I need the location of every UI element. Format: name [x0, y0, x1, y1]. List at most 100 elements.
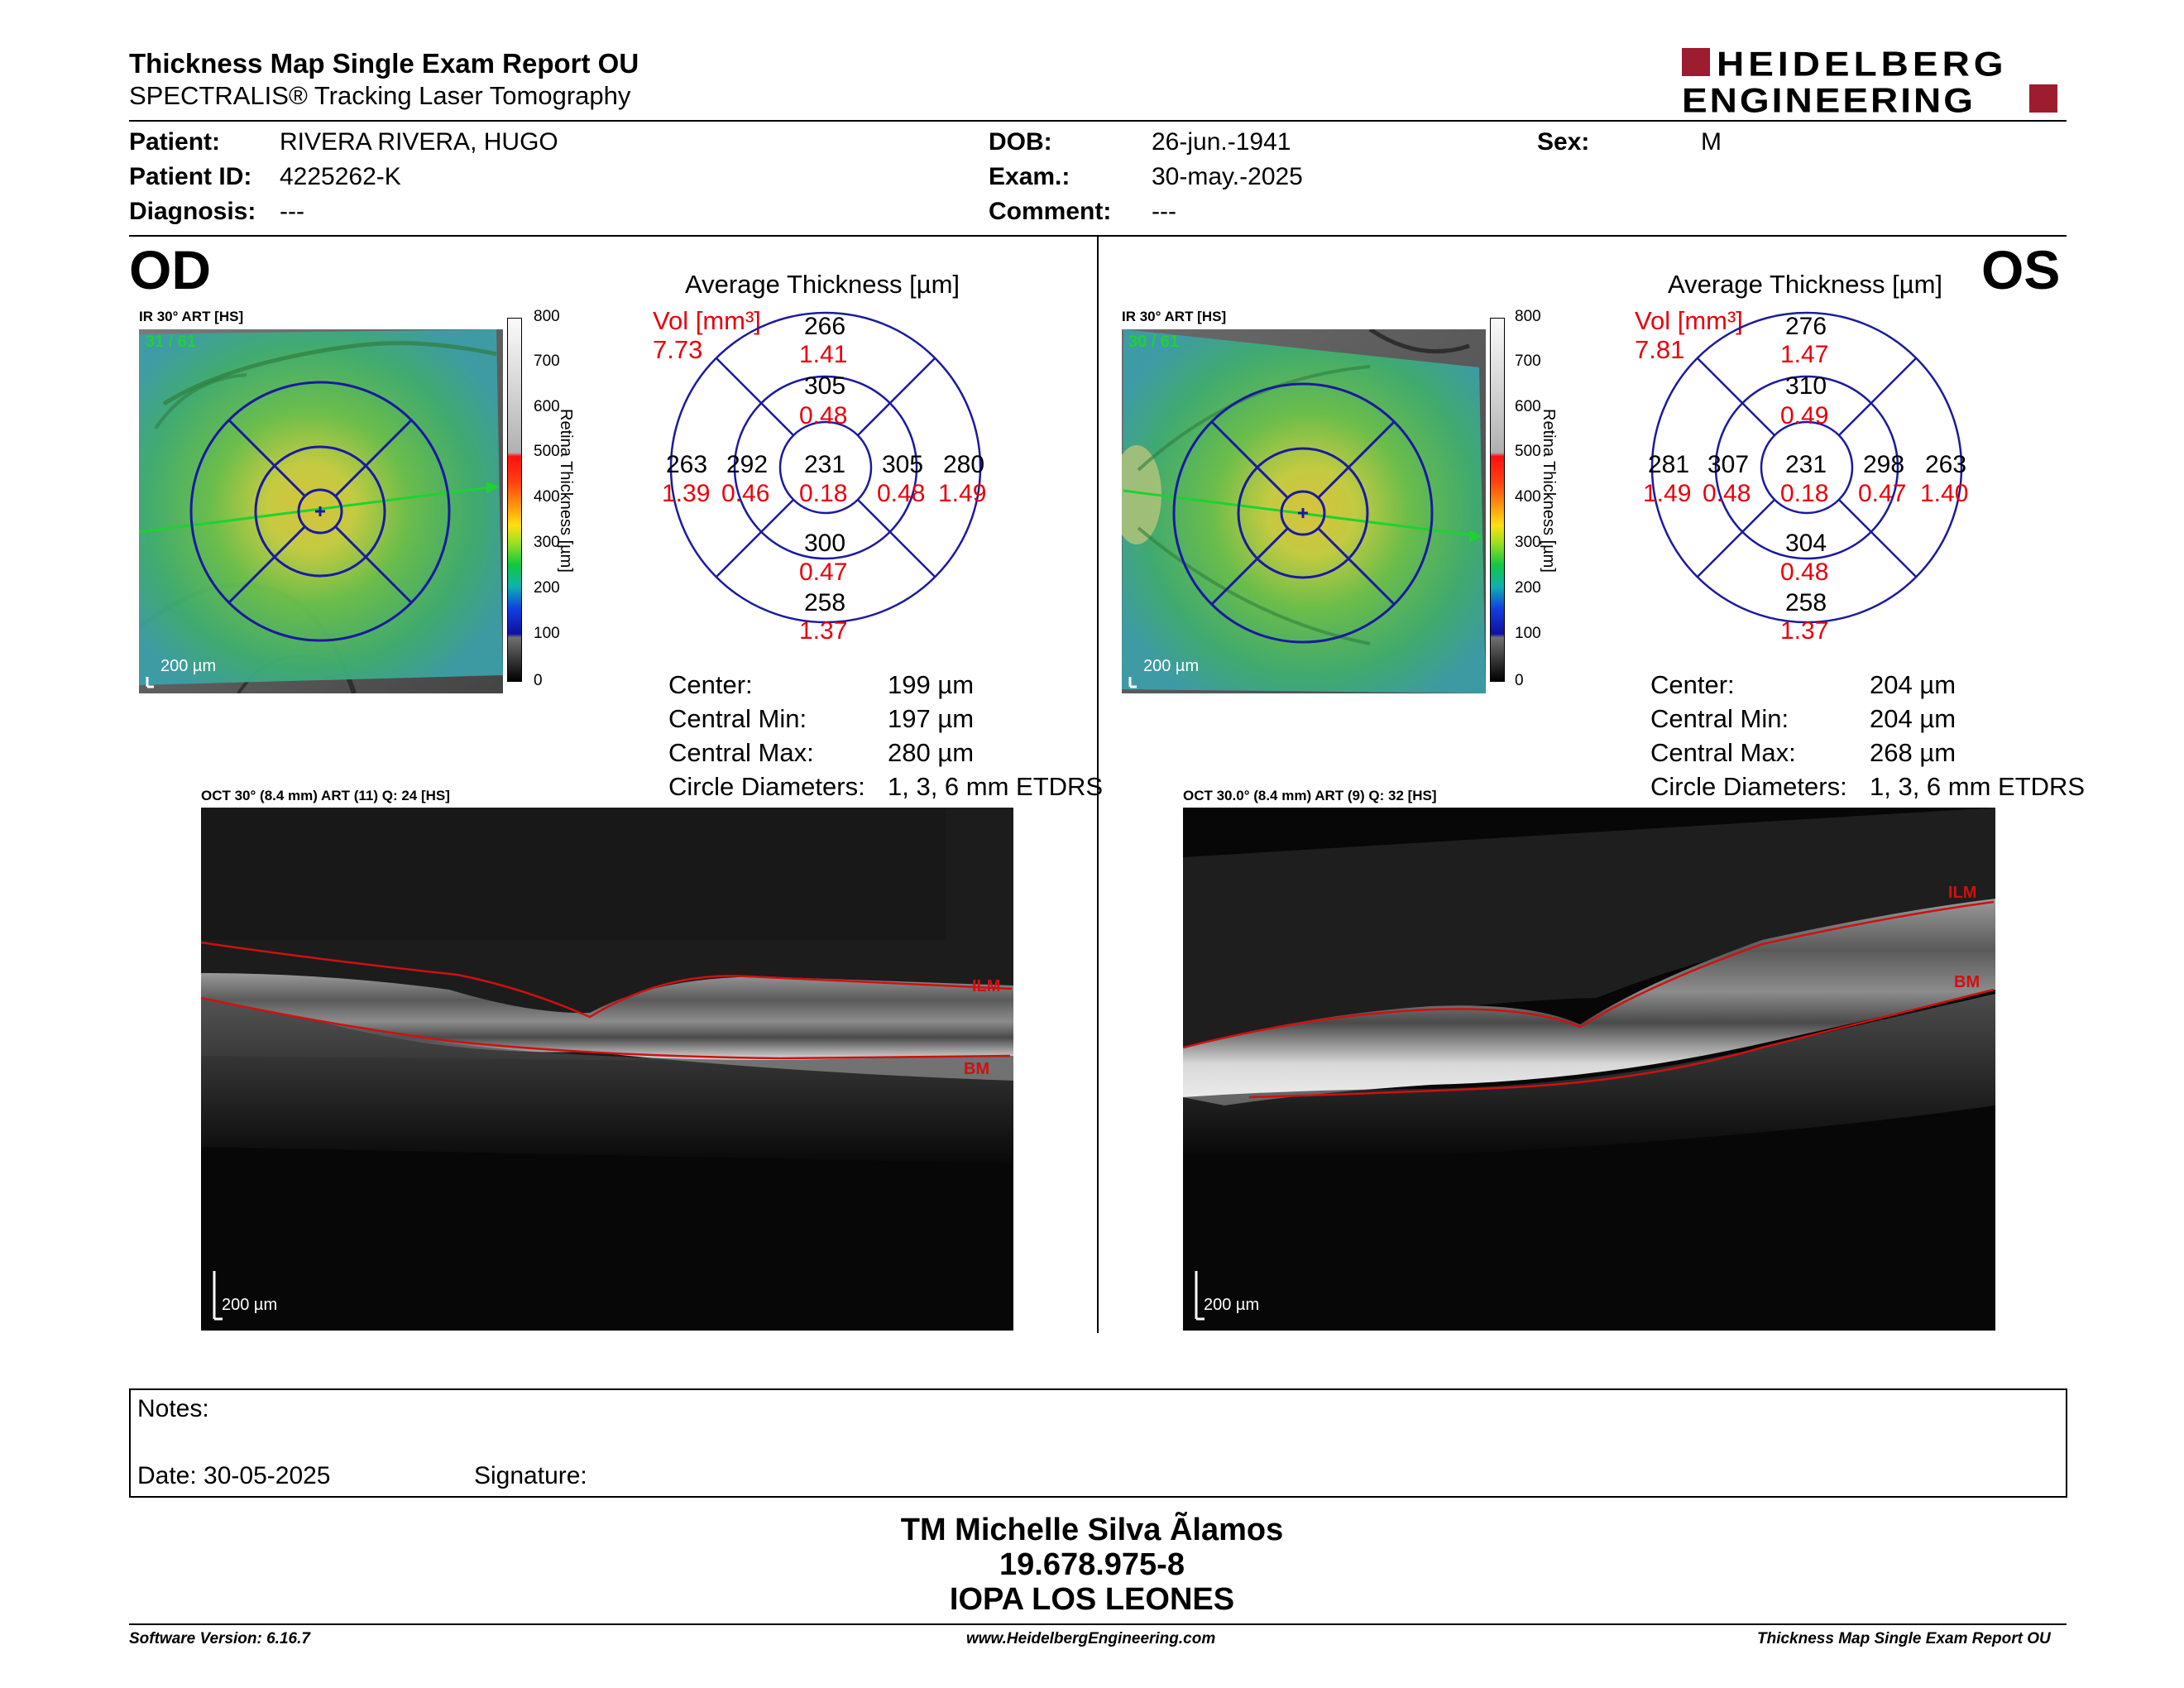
- diagnosis-label: Diagnosis:: [129, 198, 256, 225]
- os-central-max-value: 268 µm: [1870, 738, 1956, 767]
- od-central-max-label: Central Max:: [668, 738, 814, 767]
- os-oct-svg: [1183, 808, 1995, 1331]
- od-circle-diam-value: 1, 3, 6 mm ETDRS: [888, 772, 1104, 801]
- od-cb-tick-100: 100: [534, 625, 560, 642]
- os-outer-nas-thk: 263: [1925, 451, 1967, 478]
- od-vol-label: Vol [mm³]: [653, 306, 761, 335]
- os-bm-label: BM: [1954, 973, 1980, 991]
- signer-rut: 19.678.975-8: [999, 1547, 1185, 1582]
- os-central-min-value: 204 µm: [1870, 704, 1956, 733]
- os-vol-total: 7.81: [1635, 335, 1685, 364]
- signature-label: Signature:: [474, 1462, 587, 1489]
- os-cb-tick-600: 600: [1515, 398, 1541, 415]
- os-outer-sup-vol: 1.47: [1780, 341, 1829, 368]
- signer-name: TM Michelle Silva Ãlamos: [900, 1513, 1284, 1547]
- report-title: Thickness Map Single Exam Report OU: [129, 48, 639, 79]
- od-inner-sup-vol: 0.48: [799, 402, 848, 429]
- sex-label: Sex:: [1537, 128, 1590, 156]
- os-oct-label: OCT 30.0° (8.4 mm) ART (9) Q: 32 [HS]: [1183, 788, 1437, 803]
- od-circle-diam-label: Circle Diameters:: [668, 772, 865, 801]
- od-inner-nas-vol: 0.48: [877, 480, 926, 507]
- od-outer-inf-thk: 258: [804, 589, 846, 616]
- os-cb-tick-400: 400: [1515, 488, 1541, 506]
- od-ir-scale: 200 µm: [160, 657, 217, 675]
- od-avg-title: Average Thickness [µm]: [685, 270, 960, 299]
- logo-square-top: [1682, 48, 1710, 76]
- os-inner-inf-thk: 304: [1785, 530, 1827, 557]
- os-vol-label: Vol [mm³]: [1635, 306, 1743, 335]
- od-eye-label: OD: [129, 239, 211, 300]
- od-cb-tick-200: 200: [534, 579, 560, 597]
- patient-label: Patient:: [129, 128, 221, 156]
- od-inner-inf-vol: 0.47: [799, 559, 848, 586]
- os-eye-label: OS: [1981, 239, 2061, 300]
- od-central-min-label: Central Min:: [668, 704, 807, 733]
- software-version: Software Version: 6.16.7: [129, 1630, 310, 1647]
- os-oct-scale: 200 µm: [1204, 1296, 1260, 1314]
- os-cb-tick-200: 200: [1515, 579, 1541, 597]
- diagnosis-value: ---: [280, 198, 304, 225]
- od-etdrs-grid: [669, 311, 982, 624]
- dob-label: DOB:: [989, 128, 1052, 156]
- od-oct-svg: [201, 808, 1013, 1331]
- od-colorbar: [507, 318, 522, 682]
- od-center-thk: 231: [804, 451, 846, 478]
- sex-value: M: [1701, 128, 1722, 156]
- od-center-value: 199 µm: [888, 670, 975, 699]
- dob-value: 26-jun.-1941: [1152, 128, 1291, 156]
- od-cb-tick-500: 500: [534, 443, 560, 460]
- os-avg-title: Average Thickness [µm]: [1668, 270, 1943, 299]
- os-ilm-label: ILM: [1948, 884, 1977, 902]
- os-cb-tick-700: 700: [1515, 352, 1541, 370]
- os-ir-scale: 200 µm: [1143, 657, 1200, 675]
- patient-divider: [129, 235, 2067, 237]
- od-inner-nas-thk: 305: [882, 451, 924, 478]
- patient-value: RIVERA RIVERA, HUGO: [280, 128, 558, 156]
- os-fundus-image: 30 / 61 200 µm: [1122, 329, 1486, 693]
- os-central-max-label: Central Max:: [1650, 738, 1796, 767]
- od-fundus-image: 31 / 61 200 µm: [139, 329, 503, 693]
- logo-text-engineering: ENGINEERING: [1682, 80, 1976, 120]
- od-ir-label: IR 30° ART [HS]: [139, 309, 244, 324]
- exam-label: Exam.:: [989, 163, 1070, 190]
- od-outer-temp-thk: 263: [666, 451, 708, 478]
- os-colorbar: [1490, 318, 1505, 682]
- os-fundus-svg: [1122, 329, 1486, 693]
- os-cb-tick-0: 0: [1515, 672, 1524, 689]
- od-outer-temp-vol: 1.39: [662, 480, 711, 507]
- od-central-min-value: 197 µm: [888, 704, 975, 733]
- eye-divider: [1097, 237, 1099, 1333]
- os-outer-temp-thk: 281: [1648, 451, 1690, 478]
- os-center-value: 204 µm: [1870, 670, 1956, 699]
- od-ir-overlay: 31 / 61: [146, 333, 197, 351]
- os-center-thk: 231: [1785, 451, 1827, 478]
- os-outer-temp-vol: 1.49: [1643, 480, 1692, 507]
- os-outer-sup-thk: 276: [1785, 313, 1827, 340]
- website-link[interactable]: www.HeidelbergEngineering.com: [966, 1630, 1216, 1647]
- od-cb-tick-700: 700: [534, 352, 560, 370]
- os-outer-inf-vol: 1.37: [1780, 617, 1829, 645]
- os-oct-bscan: ILM BM 200 µm: [1183, 808, 1995, 1331]
- os-cb-tick-500: 500: [1515, 443, 1541, 460]
- report-subtitle: SPECTRALIS® Tracking Laser Tomography: [129, 81, 631, 110]
- footer-divider: [129, 1623, 2067, 1625]
- os-cb-tick-800: 800: [1515, 308, 1541, 325]
- os-ir-overlay: 30 / 61: [1128, 333, 1180, 351]
- date-label: Date: 30-05-2025: [137, 1462, 331, 1489]
- os-inner-sup-thk: 310: [1785, 372, 1827, 400]
- od-outer-sup-thk: 266: [804, 313, 846, 340]
- od-central-max-value: 280 µm: [888, 738, 975, 767]
- footer-report-name: Thickness Map Single Exam Report OU: [1757, 1630, 2051, 1647]
- os-outer-nas-vol: 1.40: [1920, 480, 1969, 507]
- os-colorbar-title: Retina Thickness [µm]: [1540, 409, 1558, 573]
- logo-square-bottom: [2029, 84, 2057, 113]
- os-outer-inf-thk: 258: [1785, 589, 1827, 616]
- od-cb-tick-600: 600: [534, 398, 560, 415]
- os-cb-tick-100: 100: [1515, 625, 1541, 642]
- heidelberg-logo: HEIDELBERG ENGINEERING: [1682, 45, 2062, 119]
- os-inner-nas-vol: 0.47: [1858, 480, 1907, 507]
- comment-label: Comment:: [989, 198, 1112, 225]
- notes-label: Notes:: [137, 1395, 209, 1422]
- od-cb-tick-400: 400: [534, 488, 560, 506]
- od-outer-sup-vol: 1.41: [799, 341, 848, 368]
